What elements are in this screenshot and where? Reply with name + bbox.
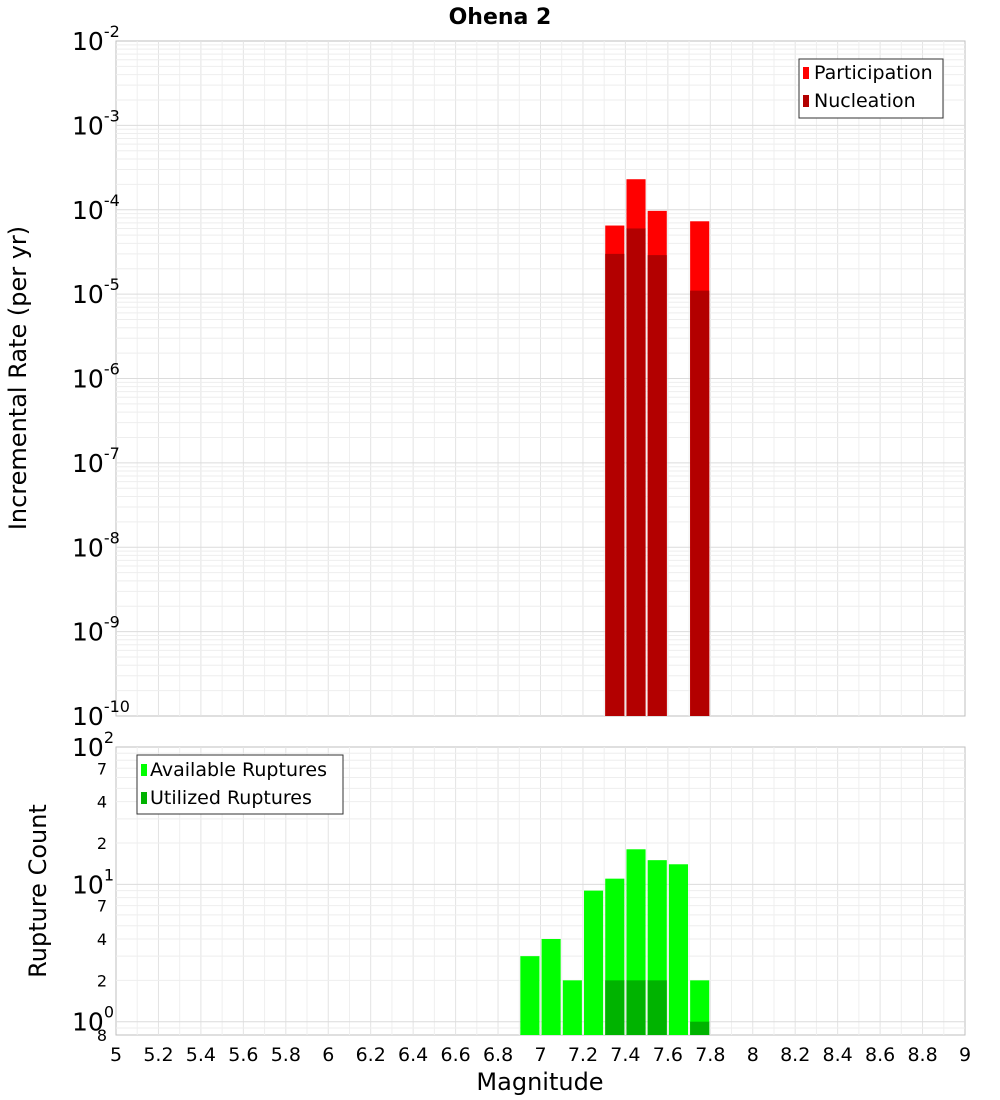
bottom-bars [520, 849, 710, 1035]
x-tick-label: 9 [959, 1044, 971, 1066]
top-bars [605, 179, 710, 716]
x-tick-labels: 5 5.2 5.4 5.6 5.8 6 6.2 6.4 6.6 6.8 7 7.2 7.4 7.6 7.8 8… [110, 1044, 971, 1066]
x-tick-label: 6.8 [483, 1044, 513, 1066]
nucleation-legend-swatch [803, 95, 809, 107]
available-legend-swatch [141, 764, 147, 776]
x-tick-label: 7.6 [653, 1044, 683, 1066]
bottom-y-tick-label: 102 [72, 728, 114, 762]
top-y-tick-label: 10-4 [72, 191, 120, 225]
available-ruptures-bar [520, 956, 540, 1035]
x-tick-label: 8 [747, 1044, 759, 1066]
nucleation-bar [605, 253, 625, 716]
x-tick-label: 8.6 [865, 1044, 895, 1066]
nucleation-bar [647, 255, 667, 716]
x-tick-label: 5 [110, 1044, 122, 1066]
x-tick-label: 7.2 [568, 1044, 598, 1066]
bottom-y-minor-label: 7 [97, 897, 107, 916]
available-ruptures-bar [541, 939, 561, 1035]
top-y-tick-label: 10-5 [72, 275, 120, 309]
bottom-legend-box [136, 754, 344, 815]
x-tick-label: 5.2 [143, 1044, 173, 1066]
bottom-y-tick-label: 100 [72, 1003, 114, 1037]
bottom-y-axis-label: Rupture Count [24, 804, 52, 978]
bottom-panel: 100 101 102 8 2 4 7 2 4 7 5 5.2 5.4 5.6 5.8 6 6.2 6.4 6.6… [24, 728, 971, 1096]
top-legend: Participation Nucleation [798, 58, 944, 119]
x-tick-label: 6.6 [440, 1044, 470, 1066]
bottom-y-minor-label: 2 [97, 971, 107, 990]
x-tick-label: 5.4 [186, 1044, 216, 1066]
available-ruptures-bar [562, 980, 582, 1035]
participation-legend-swatch [803, 67, 809, 79]
bottom-y-minor-label: 2 [97, 834, 107, 853]
x-tick-label: 8.2 [780, 1044, 810, 1066]
utilized-legend-swatch [141, 792, 147, 804]
top-y-tick-label: 10-8 [72, 528, 120, 562]
top-y-axis-label: Incremental Rate (per yr) [4, 226, 32, 530]
x-tick-label: 8.4 [823, 1044, 853, 1066]
top-y-tick-label: 10-9 [72, 613, 120, 647]
x-axis-label: Magnitude [476, 1068, 603, 1096]
available-ruptures-bar [690, 980, 710, 1035]
x-tick-label: 7.4 [610, 1044, 640, 1066]
top-y-tick-label: 10-10 [72, 697, 130, 731]
x-tick-label: 8.8 [907, 1044, 937, 1066]
utilized-ruptures-bar [626, 980, 646, 1035]
x-tick-label: 7 [534, 1044, 546, 1066]
utilized-ruptures-bar [647, 980, 667, 1035]
chart-title: Ohena 2 [449, 5, 552, 30]
top-y-tick-label: 10-2 [72, 22, 120, 56]
x-tick-label: 7.8 [695, 1044, 725, 1066]
nucleation-legend-label: Nucleation [814, 90, 916, 112]
bottom-y-tick-label: 101 [72, 865, 114, 899]
x-tick-label: 6 [322, 1044, 334, 1066]
bottom-y-minor-label: 7 [97, 759, 107, 778]
top-y-tick-labels: 10-10 10-9 10-8 10-7 10-6 10-5 10-4 10-3 10-2 [72, 22, 130, 731]
top-grid [116, 41, 965, 716]
available-ruptures-bar [668, 864, 689, 1035]
top-legend-box [798, 58, 944, 119]
participation-legend-label: Participation [814, 62, 933, 84]
x-tick-label: 6.2 [356, 1044, 386, 1066]
top-panel: 10-10 10-9 10-8 10-7 10-6 10-5 10-4 10-3 10-2 In… [4, 22, 966, 731]
bottom-y-minor-label: 8 [97, 1026, 107, 1045]
nucleation-bar [626, 228, 646, 716]
top-y-tick-label: 10-7 [72, 444, 120, 478]
bottom-legend: Available Ruptures Utilized Ruptures [136, 754, 344, 815]
available-ruptures-bar [584, 890, 604, 1035]
bottom-y-tick-labels: 100 101 102 8 2 4 7 2 4 7 [72, 728, 114, 1045]
x-tick-label: 6.4 [398, 1044, 428, 1066]
available-legend-label: Available Ruptures [150, 759, 327, 781]
bottom-y-minor-label: 4 [97, 793, 107, 812]
utilized-ruptures-bar [690, 1021, 710, 1035]
x-tick-label: 5.8 [271, 1044, 301, 1066]
utilized-ruptures-bar [605, 980, 625, 1035]
bottom-y-minor-label: 4 [97, 930, 107, 949]
nucleation-bar [690, 290, 710, 716]
top-y-tick-label: 10-6 [72, 360, 120, 394]
top-y-tick-label: 10-3 [72, 106, 120, 140]
utilized-legend-label: Utilized Ruptures [150, 787, 312, 809]
x-tick-label: 5.6 [228, 1044, 258, 1066]
